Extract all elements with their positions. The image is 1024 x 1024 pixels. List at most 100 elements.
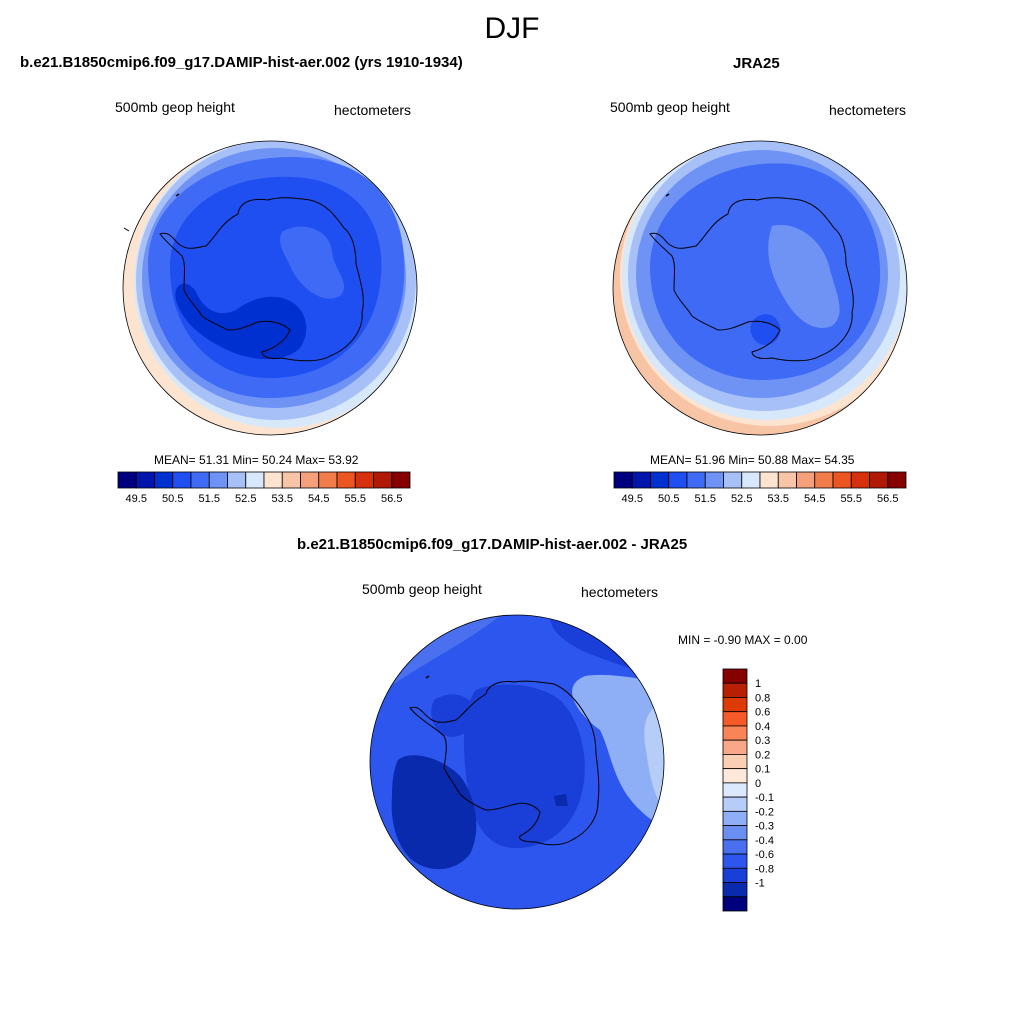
panel2-colorbar-swatch <box>759 471 779 489</box>
panel1-colorbar-swatch <box>354 471 374 489</box>
panel2-colorbar-swatch <box>631 471 651 489</box>
panel3-colorbar-swatch <box>722 867 748 883</box>
panel1-colorbar-swatch <box>227 471 247 489</box>
panel1-colorbar-tick-label: 55.5 <box>345 493 366 505</box>
panel1-colorbar-tick-label: 51.5 <box>199 493 220 505</box>
panel3-variable: 500mb geop height <box>362 581 482 597</box>
panel3-colorbar-swatch <box>722 754 748 770</box>
panel2-colorbar-swatch <box>686 471 706 489</box>
panel3-colorbar-swatch <box>722 796 748 812</box>
panel1-colorbar-tick-label: 54.5 <box>308 493 329 505</box>
panel2-colorbar-tick-label: 53.5 <box>768 493 789 505</box>
panel3-colorbar-swatch <box>722 839 748 855</box>
panel2-colorbar-swatch <box>777 471 797 489</box>
panel2-colorbar-tick-label: 55.5 <box>841 493 862 505</box>
panel1-colorbar-tick-label: 56.5 <box>381 493 402 505</box>
panel2-stats: MEAN= 51.96 Min= 50.88 Max= 54.35 <box>650 453 855 467</box>
panel1-colorbar-swatch <box>391 471 411 489</box>
panel3-colorbar-swatch <box>722 825 748 841</box>
panel1-colorbar-swatch <box>281 471 301 489</box>
panel1-colorbar-tick-label: 50.5 <box>162 493 183 505</box>
panel2-colorbar-swatch <box>796 471 816 489</box>
panel3-colorbar-tick-label: -0.6 <box>755 849 774 861</box>
panel1-colorbar-swatch <box>245 471 265 489</box>
panel2-colorbar-swatch <box>814 471 834 489</box>
panel1-colorbar-swatch <box>208 471 228 489</box>
panel3-colorbar-swatch <box>722 768 748 784</box>
panel1-colorbar-swatch <box>190 471 210 489</box>
panel3-colorbar-tick-label: -0.8 <box>755 863 774 875</box>
panel3-colorbar: 1 0.8 0.6 0.4 0.3 0.2 0.1 0 -0.1 -0.2 -0.3 -0.4 -0.6… <box>722 668 774 912</box>
panel2-colorbar-swatch <box>723 471 743 489</box>
panel2-colorbar-swatch <box>869 471 889 489</box>
panel1-colorbar-swatch <box>172 471 192 489</box>
panel2-colorbar-swatch <box>704 471 724 489</box>
panel3-colorbar-swatch <box>722 739 748 755</box>
panel3-colorbar-swatch <box>722 882 748 898</box>
panel1-colorbar-swatch <box>336 471 356 489</box>
panel1-map <box>122 140 418 436</box>
panel2-variable: 500mb geop height <box>610 99 730 115</box>
panel1-colorbar-tick-label: 49.5 <box>126 493 147 505</box>
panel2-colorbar-swatch <box>650 471 670 489</box>
panel1-colorbar-swatch <box>154 471 174 489</box>
panel1-colorbar: 49.5 50.5 51.5 52.5 53.5 54.5 55.5 56.5 <box>117 471 411 505</box>
panel2-colorbar: 49.5 50.5 51.5 52.5 53.5 54.5 55.5 56.5 <box>613 471 907 505</box>
panel3-colorbar-tick-label: -1 <box>755 878 765 890</box>
panel3-colorbar-swatch <box>722 697 748 713</box>
panel2-colorbar-tick-label: 56.5 <box>877 493 898 505</box>
panel2-colorbar-tick-label: 49.5 <box>622 493 643 505</box>
panel3-colorbar-tick-label: 0.8 <box>755 692 770 704</box>
panel3-colorbar-swatch <box>722 668 748 684</box>
panel3-colorbar-tick-label: 0.2 <box>755 749 770 761</box>
panel1-colorbar-swatch <box>373 471 393 489</box>
panel2-colorbar-swatch <box>741 471 761 489</box>
panel3-stats: MIN = -0.90 MAX = 0.00 <box>678 633 808 647</box>
panel3-title: b.e21.B1850cmip6.f09_g17.DAMIP-hist-aer.… <box>297 536 688 553</box>
panel2-colorbar-swatch <box>668 471 688 489</box>
season-title: DJF <box>484 12 540 45</box>
panel2-title: JRA25 <box>733 55 780 72</box>
panel2-units: hectometers <box>829 102 907 118</box>
panel3-colorbar-tick-label: 0.3 <box>755 735 770 747</box>
panel2-colorbar-swatch <box>887 471 907 489</box>
panel3-colorbar-tick-label: -0.3 <box>755 821 774 833</box>
panel3-map <box>369 614 665 910</box>
panel1-colorbar-swatch <box>263 471 283 489</box>
panel3-colorbar-tick-label: -0.1 <box>755 792 774 804</box>
panel1-colorbar-swatch <box>318 471 338 489</box>
panel3-colorbar-tick-label: 1 <box>755 678 761 690</box>
panel1-variable: 500mb geop height <box>115 99 235 115</box>
panel3-colorbar-tick-label: 0.6 <box>755 707 770 719</box>
panel3-colorbar-tick-label: 0 <box>755 778 761 790</box>
panel1-colorbar-swatch <box>117 471 137 489</box>
panel2-colorbar-swatch <box>613 471 633 489</box>
panel2-colorbar-tick-label: 54.5 <box>804 493 825 505</box>
panel3-colorbar-tick-label: -0.4 <box>755 835 774 847</box>
panel1-units: hectometers <box>334 102 412 118</box>
panel3-colorbar-tick-label: 0.4 <box>755 721 770 733</box>
panel3-colorbar-swatch <box>722 853 748 869</box>
panel1-colorbar-tick-label: 52.5 <box>235 493 256 505</box>
panel1-colorbar-tick-label: 53.5 <box>272 493 293 505</box>
panel3-colorbar-swatch <box>722 782 748 798</box>
panel2-map <box>612 140 908 436</box>
panel2-colorbar-tick-label: 52.5 <box>731 493 752 505</box>
panel3-colorbar-swatch <box>722 682 748 698</box>
panel2-colorbar-swatch <box>850 471 870 489</box>
panel3-colorbar-tick-label: -0.2 <box>755 806 774 818</box>
panel1-stats: MEAN= 51.31 Min= 50.24 Max= 53.92 <box>154 453 359 467</box>
panel2-colorbar-tick-label: 50.5 <box>658 493 679 505</box>
panel3-colorbar-swatch <box>722 725 748 741</box>
panel1-colorbar-swatch <box>300 471 320 489</box>
panel2-colorbar-swatch <box>832 471 852 489</box>
panel1-colorbar-swatch <box>135 471 155 489</box>
panel2-colorbar-tick-label: 51.5 <box>695 493 716 505</box>
panel3-units: hectometers <box>581 584 659 600</box>
panel3-colorbar-swatch <box>722 896 748 912</box>
panel3-colorbar-swatch <box>722 810 748 826</box>
panel3-colorbar-swatch <box>722 711 748 727</box>
panel1-title: b.e21.B1850cmip6.f09_g17.DAMIP-hist-aer.… <box>20 54 463 71</box>
panel3-colorbar-tick-label: 0.1 <box>755 764 770 776</box>
